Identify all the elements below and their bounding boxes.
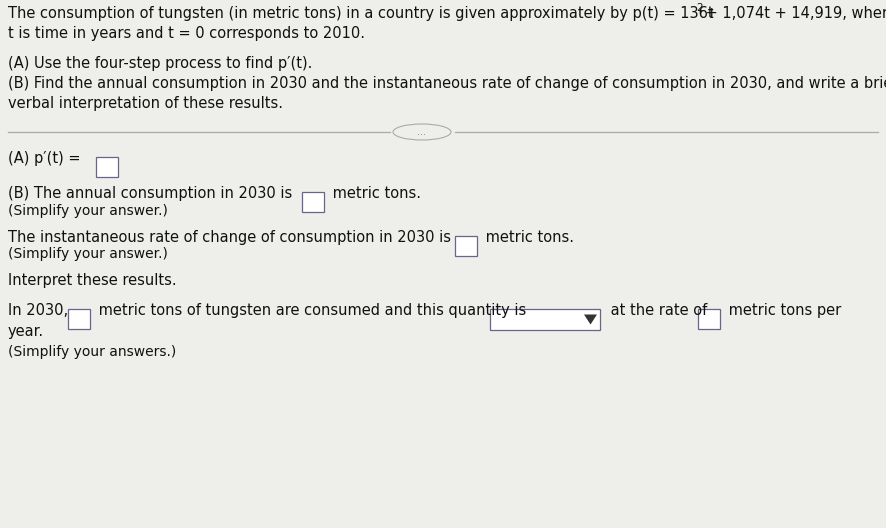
Ellipse shape xyxy=(393,124,451,140)
Text: (Simplify your answer.): (Simplify your answer.) xyxy=(8,204,167,218)
Text: ...: ... xyxy=(417,127,426,137)
Text: (A) p′(t) =: (A) p′(t) = xyxy=(8,151,85,166)
Text: The instantaneous rate of change of consumption in 2030 is: The instantaneous rate of change of cons… xyxy=(8,230,455,245)
Text: (B) Find the annual consumption in 2030 and the instantaneous rate of change of : (B) Find the annual consumption in 2030 … xyxy=(8,76,886,91)
Text: metric tons.: metric tons. xyxy=(481,230,574,245)
FancyBboxPatch shape xyxy=(302,192,324,212)
Text: In 2030,: In 2030, xyxy=(8,303,73,318)
FancyBboxPatch shape xyxy=(490,309,600,330)
FancyBboxPatch shape xyxy=(698,309,720,329)
Text: verbal interpretation of these results.: verbal interpretation of these results. xyxy=(8,96,283,111)
Text: 2: 2 xyxy=(696,3,703,13)
Text: The consumption of tungsten (in metric tons) in a country is given approximately: The consumption of tungsten (in metric t… xyxy=(8,6,713,21)
Text: metric tons per: metric tons per xyxy=(724,303,841,318)
Text: year.: year. xyxy=(8,324,44,339)
Text: + 1,074t + 14,919, where: + 1,074t + 14,919, where xyxy=(701,6,886,21)
Text: metric tons.: metric tons. xyxy=(328,186,421,201)
Text: (Simplify your answers.): (Simplify your answers.) xyxy=(8,345,176,359)
Text: (B) The annual consumption in 2030 is: (B) The annual consumption in 2030 is xyxy=(8,186,297,201)
Text: (A) Use the four-step process to find p′(t).: (A) Use the four-step process to find p′… xyxy=(8,56,313,71)
Text: t is time in years and t = 0 corresponds to 2010.: t is time in years and t = 0 corresponds… xyxy=(8,26,365,41)
FancyBboxPatch shape xyxy=(96,157,118,177)
FancyBboxPatch shape xyxy=(68,309,90,329)
FancyBboxPatch shape xyxy=(455,236,477,256)
Text: (Simplify your answer.): (Simplify your answer.) xyxy=(8,247,167,261)
Text: at the rate of: at the rate of xyxy=(606,303,711,318)
Polygon shape xyxy=(584,315,597,325)
Text: Interpret these results.: Interpret these results. xyxy=(8,273,176,288)
Text: metric tons of tungsten are consumed and this quantity is: metric tons of tungsten are consumed and… xyxy=(94,303,531,318)
